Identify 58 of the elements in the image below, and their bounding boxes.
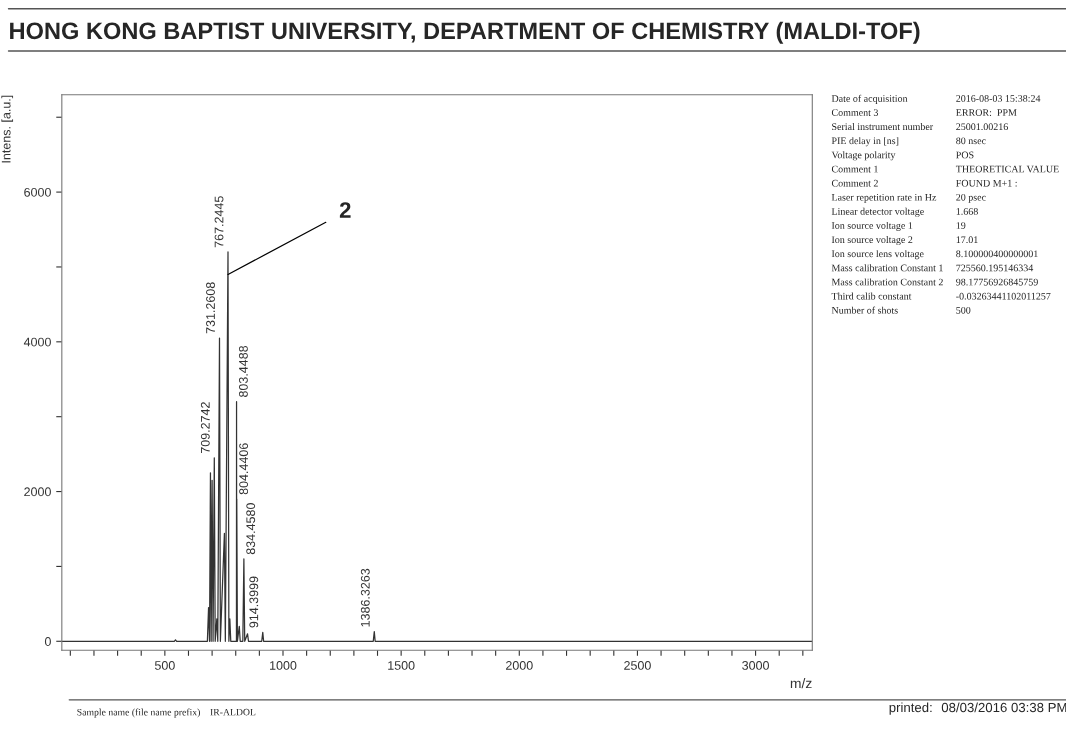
annotation: 914.3999 [249, 576, 259, 628]
y-tick-label: 2000 [24, 487, 51, 497]
annotation: 803.4488 [238, 345, 248, 398]
chart-title: HONG KONG BAPTIST UNIVERSITY, DEPARTMENT OF CHEMISTRY (MALDI-TOF) [10, 21, 920, 44]
text: Ion source voltage 2 [831, 236, 913, 246]
text: printed: [889, 702, 932, 715]
annotation: 731.2608 [206, 282, 215, 334]
text: Ion source lens voltage [831, 250, 924, 260]
text: 725560.195146334 [956, 264, 1034, 272]
x-tick-label: 3000 [742, 661, 769, 670]
text: Voltage polarity [831, 151, 896, 161]
text: IR-ALDOL [210, 708, 256, 716]
text: 98.17756926845759 [956, 278, 1038, 286]
y-tick-label: 0 [44, 637, 51, 646]
x-tick-label: 2500 [624, 661, 651, 670]
x-tick-label: 2000 [506, 661, 533, 670]
annotation: 767.2445 [214, 196, 224, 248]
text: FOUND M+1 : [956, 179, 1017, 187]
y-tick-label: 4000 [23, 337, 51, 347]
x-tick-label: 1000 [270, 661, 297, 670]
text: 20 psec [956, 193, 986, 203]
text: POS [956, 151, 974, 159]
text: Ion source voltage 1 [831, 221, 913, 231]
text: Number of shots [831, 306, 898, 314]
text: 1.668 [956, 208, 978, 215]
text: ERROR: PPM [956, 109, 1017, 116]
text: Comment 2 [831, 179, 878, 187]
text: Comment 1 [831, 165, 878, 173]
y-axis-title: Intens. [a.u.] [1, 95, 14, 163]
annotation: 709.2742 [200, 402, 210, 454]
text: Third calib constant [831, 292, 912, 300]
text: PIE delay in [ns] [831, 137, 899, 147]
text: Date of acquisition [831, 94, 908, 104]
text: Linear detector voltage [831, 207, 924, 217]
text: 19 [956, 222, 966, 229]
text: 25001.00216 [956, 123, 1008, 131]
annotation: 2 [339, 202, 351, 218]
annotation: 834.4580 [246, 503, 256, 555]
text: Laser repetition rate in Hz [831, 193, 937, 203]
text: THEORETICAL VALUE [955, 165, 1059, 173]
x-tick-label: 500 [154, 661, 175, 670]
annotation: 804.4406 [239, 443, 249, 495]
text: Sample name (file name prefix) [77, 708, 200, 718]
text: 8.100000400000001 [956, 250, 1038, 258]
text: Mass calibration Constant 1 [831, 264, 943, 272]
text: 500 [956, 306, 971, 314]
text: Comment 3 [831, 109, 879, 116]
text: Mass calibration Constant 2 [831, 278, 943, 286]
text: 80 nsec [956, 137, 986, 145]
annotation: 1386.3263 [360, 568, 370, 627]
text: 08/03/2016 03:38 PM [941, 702, 1066, 713]
x-axis-title: m/z [790, 678, 812, 689]
x-tick-label: 1500 [388, 661, 415, 670]
text: Serial instrument number [832, 123, 934, 131]
text: -0.03263441102011257 [956, 292, 1051, 300]
text: 2016-08-03 15:38:24 [956, 95, 1041, 102]
text: 17.01 [956, 236, 978, 244]
y-tick-label: 6000 [24, 187, 51, 197]
